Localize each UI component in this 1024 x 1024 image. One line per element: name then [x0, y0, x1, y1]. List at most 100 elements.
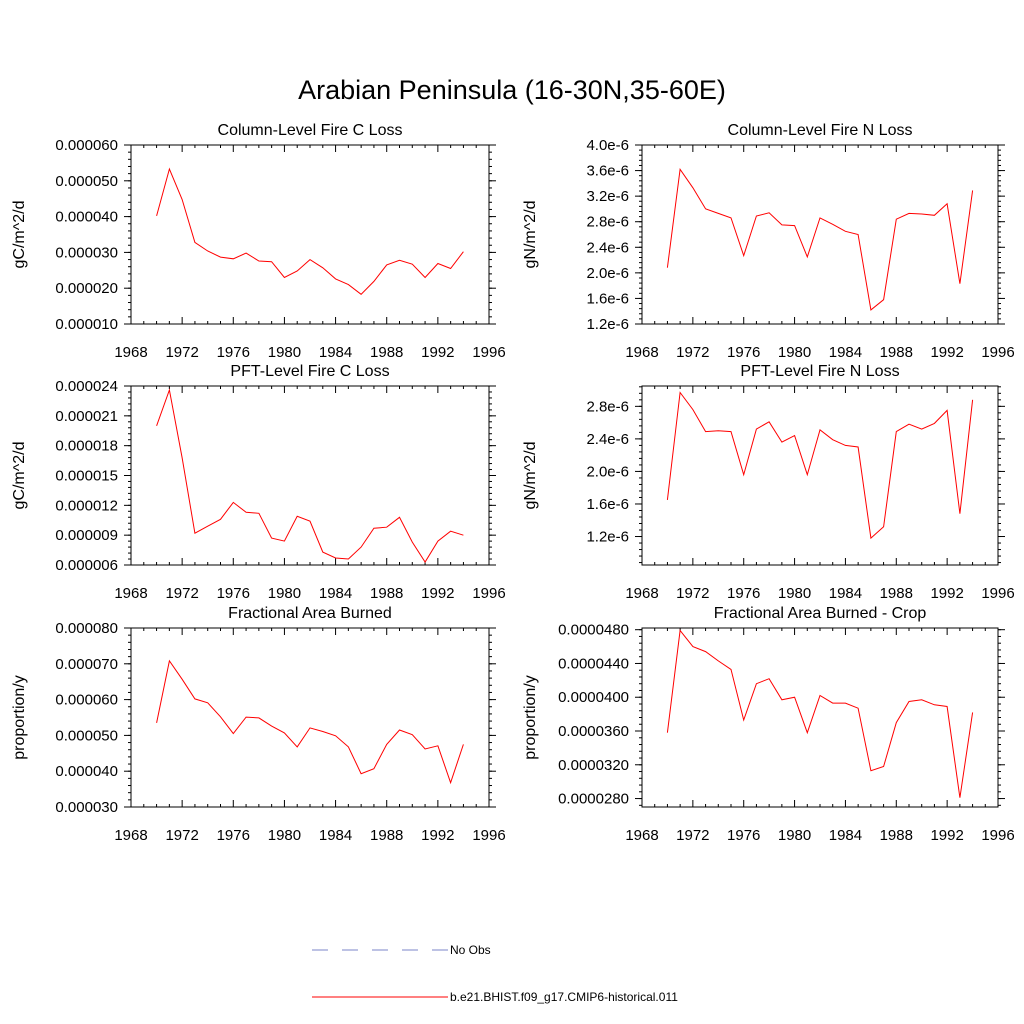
chart-panel-5: Fractional Area Burned proportion/y 1968 19…	[11, 605, 506, 844]
y-tick-label: 0.000080	[55, 620, 118, 637]
y-tick-label: 0.000050	[55, 727, 118, 744]
y-tick-label: 0.0000280	[558, 791, 629, 808]
x-tick-label: 1980	[268, 827, 301, 844]
y-tick-label: 0.000010	[55, 316, 118, 333]
x-tick-label: 1968	[114, 344, 147, 361]
y-axis-label: gN/m^2/d	[522, 442, 539, 510]
y-tick-label: 0.000009	[55, 527, 118, 544]
x-tick-label: 1992	[421, 344, 454, 361]
y-tick-label: 0.000020	[55, 280, 118, 297]
x-tick-label: 1976	[217, 585, 250, 602]
x-tick-label: 1980	[778, 827, 811, 844]
x-tick-label: 1980	[778, 585, 811, 602]
legend-entry: No Obs	[312, 943, 491, 957]
y-tick-label: 0.000040	[55, 763, 118, 780]
chart-panel-4: PFT-Level Fire N Loss gN/m^2/d 1968 1972 197…	[522, 363, 1015, 602]
x-tick-label: 1972	[676, 827, 709, 844]
panel-title: Fractional Area Burned - Crop	[714, 605, 927, 622]
legend-label: b.e21.BHIST.f09_g17.CMIP6-historical.011	[450, 990, 678, 1004]
y-axis-label: gN/m^2/d	[522, 201, 539, 269]
y-tick-label: 2.4e-6	[586, 239, 629, 256]
y-tick-label: 0.000015	[55, 468, 118, 485]
y-tick-label: 0.000030	[55, 244, 118, 261]
series-line	[666, 167, 974, 311]
y-tick-label: 0.0000400	[558, 689, 629, 706]
x-tick-label: 1996	[472, 344, 505, 361]
panel-title: Fractional Area Burned	[228, 605, 392, 622]
x-tick-label: 1992	[421, 585, 454, 602]
y-tick-label: 1.2e-6	[586, 529, 629, 546]
y-tick-label: 0.0000480	[558, 622, 629, 639]
x-tick-label: 1980	[268, 344, 301, 361]
y-tick-label: 0.0000320	[558, 757, 629, 774]
y-tick-label: 1.6e-6	[586, 496, 629, 513]
x-tick-label: 1992	[421, 827, 454, 844]
x-tick-label: 1976	[217, 344, 250, 361]
x-tick-label: 1980	[268, 585, 301, 602]
plot-frame	[641, 144, 999, 325]
y-tick-label: 1.2e-6	[586, 316, 629, 333]
figure-title: Arabian Peninsula (16-30N,35-60E)	[298, 75, 726, 105]
x-tick-label: 1972	[165, 827, 198, 844]
x-tick-label: 1992	[930, 585, 963, 602]
legend: No Obs b.e21.BHIST.f09_g17.CMIP6-historic…	[312, 943, 678, 1004]
y-tick-label: 0.000012	[55, 497, 118, 514]
x-tick-label: 1976	[217, 827, 250, 844]
plot-frame	[641, 627, 999, 808]
series-line	[156, 167, 464, 295]
y-tick-label: 0.0000440	[558, 655, 629, 672]
x-tick-label: 1968	[114, 827, 147, 844]
x-tick-label: 1976	[727, 585, 760, 602]
y-tick-label: 0.000040	[55, 209, 118, 226]
x-tick-label: 1968	[625, 827, 658, 844]
panels: Column-Level Fire C Loss gC/m^2/d 1968 1972…	[11, 122, 1015, 844]
x-tick-label: 1988	[880, 344, 913, 361]
x-tick-label: 1968	[625, 344, 658, 361]
y-tick-label: 4.0e-6	[586, 137, 629, 154]
series-line	[666, 391, 974, 540]
chart-panel-3: PFT-Level Fire C Loss gC/m^2/d 1968 1972 197…	[11, 363, 506, 602]
x-tick-label: 1992	[930, 344, 963, 361]
x-tick-label: 1972	[676, 344, 709, 361]
legend-label: No Obs	[450, 943, 491, 957]
y-tick-label: 2.8e-6	[586, 214, 629, 231]
plot-frame	[130, 144, 490, 325]
x-tick-label: 1988	[370, 344, 403, 361]
panel-title: PFT-Level Fire N Loss	[740, 363, 899, 380]
y-axis-label: proportion/y	[522, 675, 539, 760]
y-tick-label: 0.000030	[55, 799, 118, 816]
x-tick-label: 1988	[370, 827, 403, 844]
y-tick-label: 0.000070	[55, 656, 118, 673]
x-tick-label: 1984	[319, 585, 352, 602]
y-tick-label: 0.000050	[55, 173, 118, 190]
plot-frame	[130, 627, 490, 808]
y-axis-label: proportion/y	[11, 675, 28, 760]
y-tick-label: 2.0e-6	[586, 463, 629, 480]
chart-panel-1: Column-Level Fire C Loss gC/m^2/d 1968 1972…	[11, 122, 506, 361]
chart-panel-6: Fractional Area Burned - Crop proportion/…	[522, 605, 1015, 844]
x-tick-label: 1984	[829, 585, 862, 602]
y-tick-label: 3.2e-6	[586, 188, 629, 205]
x-tick-label: 1996	[472, 585, 505, 602]
x-tick-label: 1968	[625, 585, 658, 602]
y-tick-label: 2.8e-6	[586, 398, 629, 415]
x-tick-label: 1996	[981, 344, 1014, 361]
y-tick-label: 0.000060	[55, 692, 118, 709]
x-tick-label: 1968	[114, 585, 147, 602]
panel-title: PFT-Level Fire C Loss	[230, 363, 389, 380]
y-tick-label: 1.6e-6	[586, 290, 629, 307]
x-tick-label: 1984	[829, 827, 862, 844]
x-tick-label: 1984	[829, 344, 862, 361]
y-tick-label: 0.000021	[55, 408, 118, 425]
x-tick-label: 1984	[319, 827, 352, 844]
x-tick-label: 1980	[778, 344, 811, 361]
y-tick-label: 0.000024	[55, 378, 118, 395]
legend-entry: b.e21.BHIST.f09_g17.CMIP6-historical.011	[312, 990, 678, 1004]
x-tick-label: 1976	[727, 827, 760, 844]
y-tick-label: 2.0e-6	[586, 265, 629, 282]
series-line	[156, 659, 464, 785]
y-axis-label: gC/m^2/d	[11, 442, 28, 510]
chart-panel-2: Column-Level Fire N Loss gN/m^2/d 1968 1972…	[522, 122, 1015, 361]
x-tick-label: 1972	[676, 585, 709, 602]
